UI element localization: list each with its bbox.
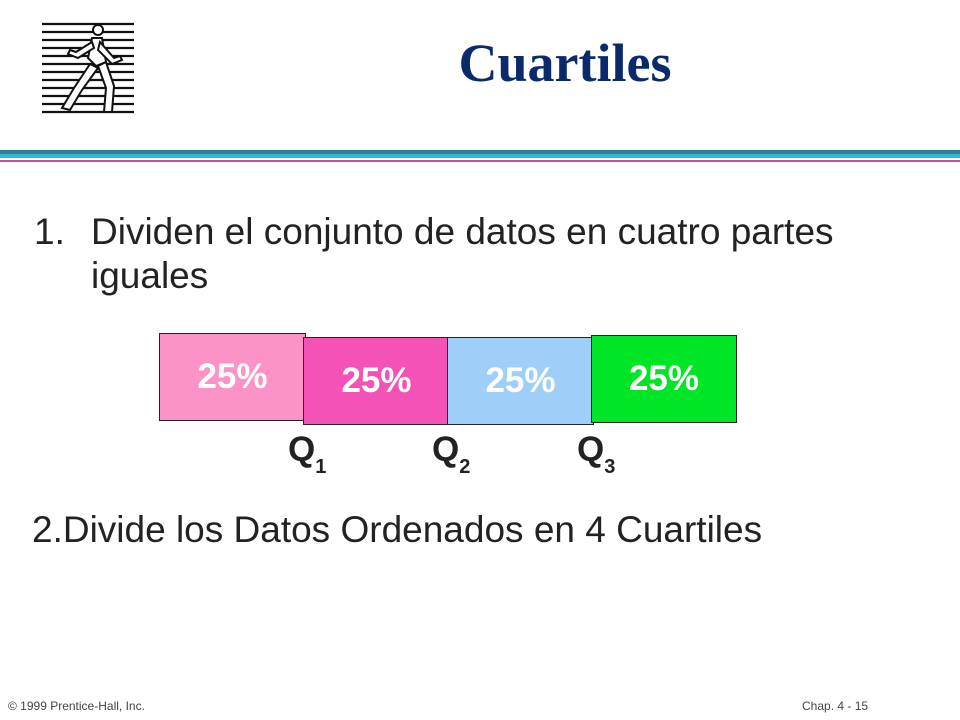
segment-label: 25% bbox=[341, 361, 412, 400]
bullet-point-2: 2.Divide los Datos Ordenados en 4 Cuarti… bbox=[32, 509, 763, 550]
quartile-segment-4: 25% bbox=[591, 335, 737, 423]
quartile-segment-3: 25% bbox=[447, 337, 594, 425]
bullet-point-1: 1. Dividen el conjunto de datos en cuatr… bbox=[34, 210, 851, 299]
footer-page-number: Chap. 4 - 15 bbox=[802, 699, 869, 713]
segment-label: 25% bbox=[628, 359, 700, 398]
quartile-segment-1: 25% bbox=[159, 333, 306, 421]
quartile-marker-q3: Q3 bbox=[577, 430, 616, 478]
running-man-logo-icon bbox=[42, 22, 134, 114]
segment-label: 25% bbox=[485, 361, 556, 400]
bullet-text: Dividen el conjunto de datos en cuatro p… bbox=[91, 211, 834, 297]
footer-copyright: © 1999 Prentice-Hall, Inc. bbox=[8, 699, 145, 713]
quartile-marker-q2: Q2 bbox=[432, 430, 471, 478]
quartile-marker-q1: Q1 bbox=[288, 430, 327, 478]
quartile-segment-2: 25% bbox=[303, 337, 450, 425]
header-rule bbox=[0, 150, 960, 154]
header-rule bbox=[0, 154, 960, 158]
bullet-number: 1. bbox=[34, 211, 65, 252]
slide-title: Cuartiles bbox=[458, 33, 672, 93]
header-rule bbox=[0, 160, 960, 162]
segment-label: 25% bbox=[197, 357, 268, 396]
